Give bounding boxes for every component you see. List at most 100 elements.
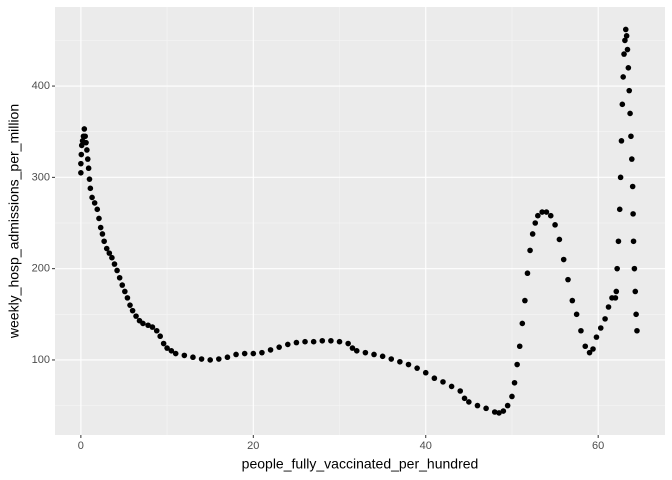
y-tick-label: 300	[32, 171, 50, 183]
x-tick-label: 60	[592, 440, 604, 452]
point	[145, 322, 151, 329]
point	[524, 270, 531, 277]
point	[241, 350, 248, 357]
point	[615, 238, 622, 245]
point	[626, 87, 633, 94]
point	[457, 388, 464, 394]
point	[259, 349, 265, 356]
x-tick-label: 40	[420, 440, 432, 452]
point	[569, 297, 576, 304]
point	[516, 343, 523, 350]
point	[78, 151, 85, 158]
point	[127, 302, 133, 308]
x-tick-label: 0	[78, 440, 84, 452]
point	[532, 220, 539, 226]
point	[78, 160, 84, 167]
point	[422, 369, 429, 376]
point	[293, 339, 300, 346]
point	[631, 265, 638, 272]
point	[129, 307, 136, 314]
point	[397, 358, 403, 365]
point	[448, 383, 455, 390]
point	[623, 33, 630, 39]
point	[605, 304, 612, 310]
point	[634, 327, 640, 334]
point	[622, 37, 628, 44]
point	[522, 297, 528, 304]
point	[514, 361, 520, 368]
point	[556, 236, 563, 243]
point	[618, 138, 625, 144]
point	[547, 212, 554, 219]
point	[622, 26, 629, 33]
point	[82, 133, 88, 140]
point	[529, 231, 536, 237]
point	[629, 156, 635, 162]
y-tick-label: 400	[32, 80, 50, 92]
point	[216, 356, 222, 362]
point	[116, 274, 123, 281]
point	[109, 254, 115, 261]
point	[527, 247, 533, 254]
point	[119, 282, 126, 288]
point	[164, 345, 170, 351]
point	[474, 402, 481, 409]
point	[81, 126, 88, 132]
point	[91, 200, 98, 206]
point	[172, 350, 179, 357]
point	[157, 333, 163, 340]
point	[543, 209, 550, 215]
point	[89, 194, 95, 201]
point	[582, 343, 589, 350]
point	[149, 324, 156, 330]
point	[496, 410, 502, 416]
point	[621, 51, 627, 57]
y-tick-label: 100	[32, 354, 50, 366]
point	[224, 354, 231, 361]
point	[181, 352, 188, 359]
x-tick-label: 20	[247, 440, 259, 452]
y-axis-title: weekly_hosp_admissions_per_million	[6, 104, 22, 339]
point	[379, 353, 386, 360]
point	[84, 156, 91, 162]
point	[133, 313, 139, 319]
point	[597, 325, 604, 331]
point	[552, 222, 558, 228]
point	[97, 224, 104, 231]
point	[86, 176, 93, 182]
point	[94, 206, 101, 213]
point	[586, 349, 593, 356]
point	[114, 267, 120, 274]
point	[630, 211, 636, 217]
point	[207, 357, 213, 363]
point	[122, 288, 128, 295]
point	[590, 346, 596, 352]
point	[539, 209, 545, 215]
point	[78, 142, 85, 149]
point	[124, 295, 131, 301]
point	[593, 334, 600, 340]
point	[632, 288, 639, 295]
point	[405, 361, 412, 368]
point	[78, 169, 84, 176]
point	[500, 408, 507, 414]
point	[362, 349, 369, 356]
point	[602, 316, 608, 322]
point	[345, 340, 351, 347]
point	[111, 261, 118, 267]
point	[83, 139, 89, 146]
point	[614, 265, 620, 272]
point	[573, 311, 580, 318]
point	[578, 327, 584, 334]
point	[284, 341, 291, 348]
point	[440, 379, 446, 385]
point	[233, 351, 239, 358]
point	[624, 46, 631, 53]
point	[371, 351, 377, 358]
point	[250, 350, 257, 357]
point	[84, 147, 90, 153]
point	[504, 402, 511, 409]
point	[633, 311, 639, 318]
point	[160, 340, 167, 347]
